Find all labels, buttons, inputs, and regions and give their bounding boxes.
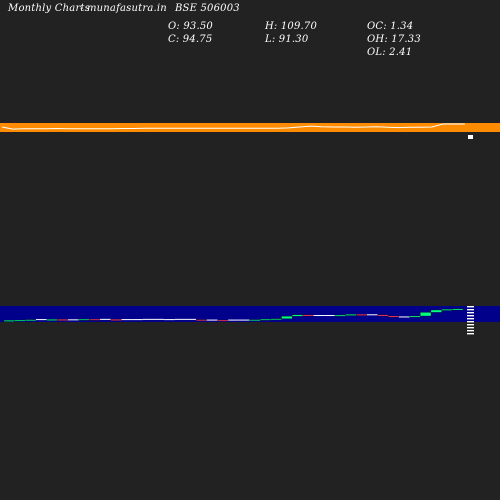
open-value: O: 93.50: [168, 21, 213, 32]
candle-10: [110, 319, 122, 321]
candle-26: [281, 316, 293, 319]
candle-20: [217, 319, 229, 322]
candle-23: [249, 319, 261, 321]
candle-2: [25, 319, 37, 321]
tick-mark-7: [467, 327, 474, 329]
candle-27: [292, 314, 304, 317]
ol-value: OL: 2.41: [367, 47, 413, 58]
candle-36: [388, 315, 400, 318]
oc-value: OC: 1.34: [367, 21, 414, 32]
candle-28: [302, 314, 314, 317]
chart-title: Monthly Charts: [8, 3, 90, 14]
candle-7: [78, 318, 90, 321]
tick-labels: [467, 306, 474, 335]
candle-5: [57, 319, 69, 321]
candle-40: [430, 309, 442, 313]
tick-mark-1: [467, 309, 474, 311]
tick-mark-2: [467, 312, 474, 314]
candle-38: [409, 315, 421, 318]
candle-25: [270, 318, 282, 320]
close-value: C: 94.75: [168, 34, 213, 45]
candle-24: [260, 318, 272, 321]
tick-mark-6: [467, 324, 474, 326]
candle-band: [0, 306, 500, 322]
candle-31: [334, 314, 346, 317]
tick-mark-5: [467, 321, 474, 323]
candle-35: [377, 314, 389, 317]
upper-last-marker: [468, 135, 473, 139]
candle-33: [356, 314, 368, 316]
tick-mark-4: [467, 318, 474, 320]
candle-1: [14, 319, 26, 322]
candle-18: [195, 319, 207, 321]
tick-mark-0: [467, 306, 474, 308]
stock-symbol: BSE 506003: [175, 3, 240, 14]
tick-mark-9: [467, 333, 474, 335]
candle-8: [89, 318, 101, 321]
candle-42: [452, 308, 464, 311]
high-value: H: 109.70: [265, 21, 318, 32]
tick-mark-3: [467, 315, 474, 317]
site-source: - munafasutra.in: [80, 3, 167, 14]
low-value: L: 91.30: [265, 34, 309, 45]
candle-4: [46, 319, 58, 321]
series-line: [1, 123, 465, 130]
upper-panel: [0, 123, 500, 139]
lower-panel: [0, 306, 500, 322]
candle-0: [3, 320, 15, 322]
candle-41: [441, 309, 453, 311]
candle-39: [420, 312, 432, 317]
tick-mark-8: [467, 330, 474, 332]
candle-32: [345, 314, 357, 316]
price-band: [0, 123, 500, 132]
oh-value: OH: 17.33: [367, 34, 421, 45]
